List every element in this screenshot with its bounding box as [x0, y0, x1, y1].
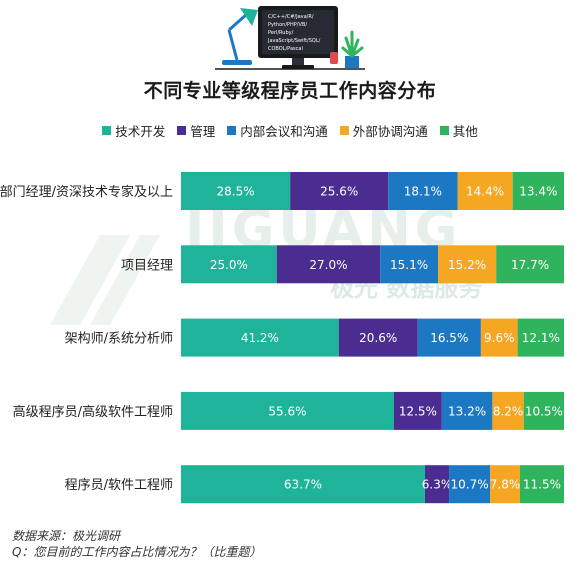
bar-segment	[449, 465, 491, 504]
code-line: Perl/Ruby/	[268, 30, 294, 36]
category-label: 项目经理	[121, 258, 173, 273]
plant-pot-icon	[345, 56, 359, 68]
data-label: 12.1%	[522, 331, 560, 345]
bar-segment	[181, 245, 277, 284]
data-label: 15.1%	[390, 258, 428, 272]
category-label: 程序员/软件工程师	[65, 478, 173, 493]
data-label: 18.1%	[404, 185, 442, 199]
data-label: 6.3%	[422, 478, 453, 492]
legend-label: 内部会议和沟通	[240, 124, 328, 139]
chart-footer: 数据来源：极光调研 Q：您目前的工作内容占比情况为？（比重题）	[12, 528, 261, 560]
data-label: 63.7%	[284, 478, 322, 492]
legend-swatch	[227, 126, 237, 135]
data-label: 20.6%	[359, 331, 397, 345]
data-label: 7.8%	[490, 478, 521, 492]
data-label: 13.4%	[519, 185, 557, 199]
legend-item: 技术开发	[102, 121, 165, 140]
bar-segment	[523, 391, 564, 430]
code-line: JavaScript/Swift/SQL/	[267, 38, 321, 44]
category-label: 高级程序员/高级软件工程师	[13, 404, 173, 420]
data-label: 10.7%	[451, 478, 489, 492]
legend-swatch	[439, 126, 449, 135]
legend-item: 其他	[439, 121, 478, 140]
code-line: COBOL/Pascal	[268, 46, 303, 52]
legend-item: 内部会议和沟通	[227, 121, 328, 140]
bar-segment	[388, 172, 458, 210]
source-note: 数据来源：极光调研	[12, 529, 121, 543]
legend-item: 管理	[177, 121, 215, 140]
lamp-arm-icon	[227, 29, 239, 61]
bar-segment	[181, 465, 425, 504]
bar-segment	[480, 318, 518, 357]
lamp-base-icon	[222, 60, 252, 65]
data-label: 9.6%	[484, 331, 515, 345]
code-line: Python/PHP/VB/	[268, 22, 307, 28]
data-label: 14.4%	[466, 185, 504, 199]
bar-segment	[441, 391, 493, 430]
plant-icon	[341, 30, 364, 58]
data-label: 11.5%	[523, 478, 561, 492]
data-label: 15.2%	[448, 258, 486, 272]
category-label: 部门经理/资深技术专家及以上	[0, 184, 173, 200]
data-label: 13.2%	[448, 404, 486, 418]
bar-segment	[424, 465, 450, 504]
legend-label: 技术开发	[115, 124, 166, 139]
legend-label: 外部协调沟通	[352, 124, 428, 139]
bar-segment	[492, 391, 524, 430]
legend-label: 管理	[190, 124, 216, 139]
bar-segment	[338, 318, 418, 357]
bar-segment	[496, 245, 564, 284]
bar-segment	[380, 245, 438, 284]
data-label: 55.6%	[268, 404, 306, 418]
data-label: 25.0%	[210, 258, 248, 272]
data-label: 8.2%	[493, 404, 524, 418]
data-label: 12.5%	[399, 404, 437, 418]
data-label: 28.5%	[217, 185, 255, 199]
bar-segment	[519, 465, 564, 504]
legend-swatch	[339, 126, 349, 135]
legend-label: 其他	[452, 124, 478, 139]
lamp-shade-icon	[240, 8, 258, 26]
bar-segment	[517, 318, 564, 357]
category-label: 架构师/系统分析师	[65, 332, 173, 347]
bar-segment	[181, 172, 291, 210]
bar-segment	[276, 245, 381, 284]
question-note: Q：您目前的工作内容占比情况为？（比重题）	[12, 545, 262, 559]
bar-segment	[393, 391, 442, 430]
bar-segment	[290, 172, 389, 210]
legend-swatch	[102, 126, 112, 135]
bar-segment	[512, 172, 564, 210]
data-label: 16.5%	[430, 331, 468, 345]
bar-segment	[181, 391, 394, 430]
desk-illustration: C/C++/C#/Java/R/ Python/PHP/VB/ Perl/Rub…	[215, 6, 365, 70]
data-label: 41.2%	[241, 331, 279, 345]
chart-legend: 技术开发 管理 内部会议和沟通 外部协调沟通 其他	[0, 121, 580, 140]
mug-icon	[330, 52, 338, 64]
chart-title: 不同专业等级程序员工作内容分布	[143, 80, 437, 102]
code-line: C/C++/C#/Java/R/	[268, 14, 314, 20]
bar-segment	[437, 245, 497, 284]
bar-segment	[181, 318, 339, 357]
data-label: 27.0%	[309, 258, 347, 272]
bar-segment	[457, 172, 513, 210]
bar-segment	[417, 318, 481, 357]
data-label: 10.5%	[525, 404, 563, 418]
data-label: 17.7%	[511, 258, 549, 272]
bar-segment	[490, 465, 520, 504]
legend-swatch	[177, 126, 187, 135]
legend-item: 外部协调沟通	[339, 121, 428, 140]
data-label: 25.6%	[320, 185, 358, 199]
